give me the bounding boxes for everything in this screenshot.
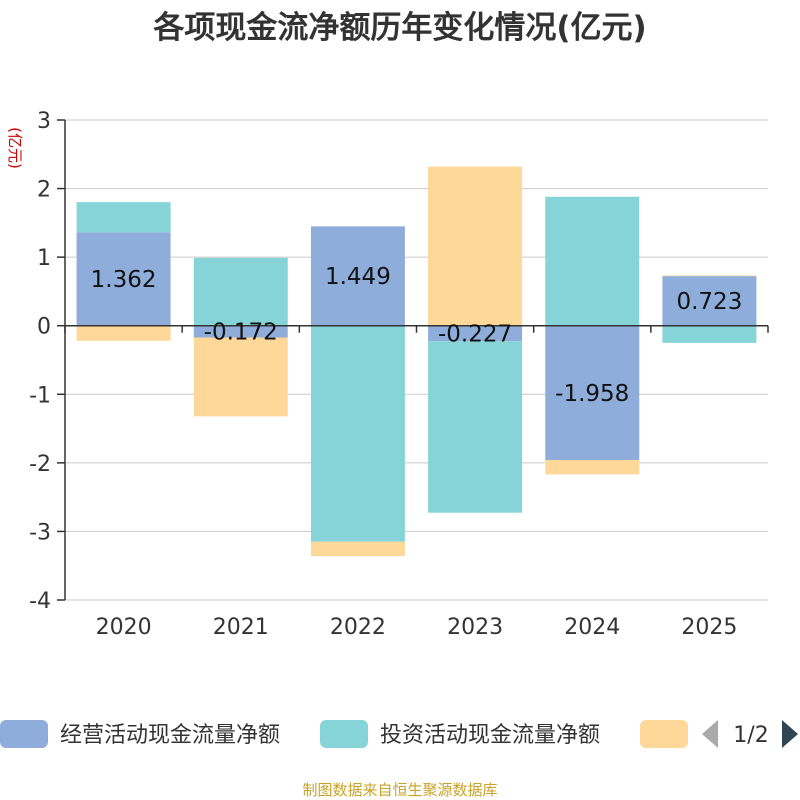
y-tick-label: -4	[29, 589, 51, 614]
bar-series3-2021[interactable]	[193, 337, 288, 417]
legend-swatch-series1[interactable]	[0, 720, 48, 748]
bar-series1-2025[interactable]	[662, 276, 757, 326]
data-label: -1.958	[555, 381, 629, 407]
y-tick-label: 2	[37, 178, 51, 203]
legend-swatch-series3[interactable]	[640, 720, 688, 748]
bar-series3-2020[interactable]	[76, 325, 171, 341]
axes-group: 3 2 1 0 -1 -2 -3 -4 2020 2021 2022 2023 2024 2025	[29, 109, 769, 640]
bar-series2-2021[interactable]	[193, 257, 288, 326]
y-tick-label: -3	[29, 520, 51, 545]
bar-series2-2025[interactable]	[662, 325, 757, 343]
y-axis-unit-label: (亿元)	[6, 127, 24, 169]
x-tick-label: 2025	[681, 615, 737, 640]
y-tick-label: 0	[37, 315, 51, 340]
grid-lines	[65, 119, 768, 601]
bar-series1-2022[interactable]	[310, 226, 405, 326]
y-tick-label: 3	[37, 109, 51, 134]
legend-label-series1[interactable]: 经营活动现金流量净额	[60, 723, 280, 748]
legend-next-page-arrow-icon[interactable]	[782, 720, 798, 748]
data-label: 1.362	[91, 267, 157, 293]
bar-series2-2020[interactable]	[76, 202, 171, 233]
x-tick-label: 2023	[447, 615, 503, 640]
footer-source-text: 制图数据来自恒生聚源数据库	[302, 781, 497, 799]
bar-series1-2023[interactable]	[428, 325, 523, 342]
bar-series1-2024[interactable]	[545, 325, 640, 460]
bar-series3-2024[interactable]	[545, 459, 640, 475]
legend: 经营活动现金流量净额 投资活动现金流量净额 1/2	[0, 720, 798, 748]
x-tick-label: 2022	[330, 615, 386, 640]
x-tick-label: 2024	[564, 615, 620, 640]
bar-series1-2021[interactable]	[193, 325, 288, 338]
data-label: 0.723	[676, 289, 742, 315]
bar-series3-2022[interactable]	[310, 541, 405, 557]
chart-title: 各项现金流净额历年变化情况(亿元)	[152, 10, 646, 46]
bar-series2-2023[interactable]	[428, 341, 523, 513]
legend-page-indicator: 1/2	[733, 723, 768, 748]
data-label: 1.449	[325, 264, 391, 290]
legend-prev-page-arrow-icon[interactable]	[702, 720, 718, 748]
legend-label-series2[interactable]: 投资活动现金流量净额	[380, 723, 600, 748]
x-tick-label: 2021	[213, 615, 269, 640]
legend-swatch-series2[interactable]	[320, 720, 368, 748]
y-tick-label: -2	[29, 452, 51, 477]
data-labels-group: 1.362 -0.172 1.449 -0.227 -1.958 0.723	[91, 264, 743, 407]
x-tick-label: 2020	[96, 615, 152, 640]
bar-series3-2023[interactable]	[428, 166, 523, 326]
bar-series2-2022[interactable]	[310, 325, 405, 542]
data-label: -0.227	[438, 321, 512, 347]
bar-series1-2020[interactable]	[76, 232, 171, 326]
y-tick-label: 1	[37, 246, 51, 271]
y-tick-label: -1	[29, 383, 51, 408]
bar-series2-2024[interactable]	[545, 196, 640, 326]
bars-group	[76, 166, 757, 557]
bar-series3-2025[interactable]	[662, 275, 757, 277]
data-label: -0.172	[204, 320, 278, 346]
